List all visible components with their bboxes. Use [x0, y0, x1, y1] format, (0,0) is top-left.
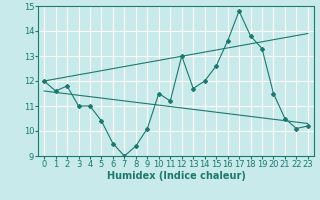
X-axis label: Humidex (Indice chaleur): Humidex (Indice chaleur): [107, 171, 245, 181]
